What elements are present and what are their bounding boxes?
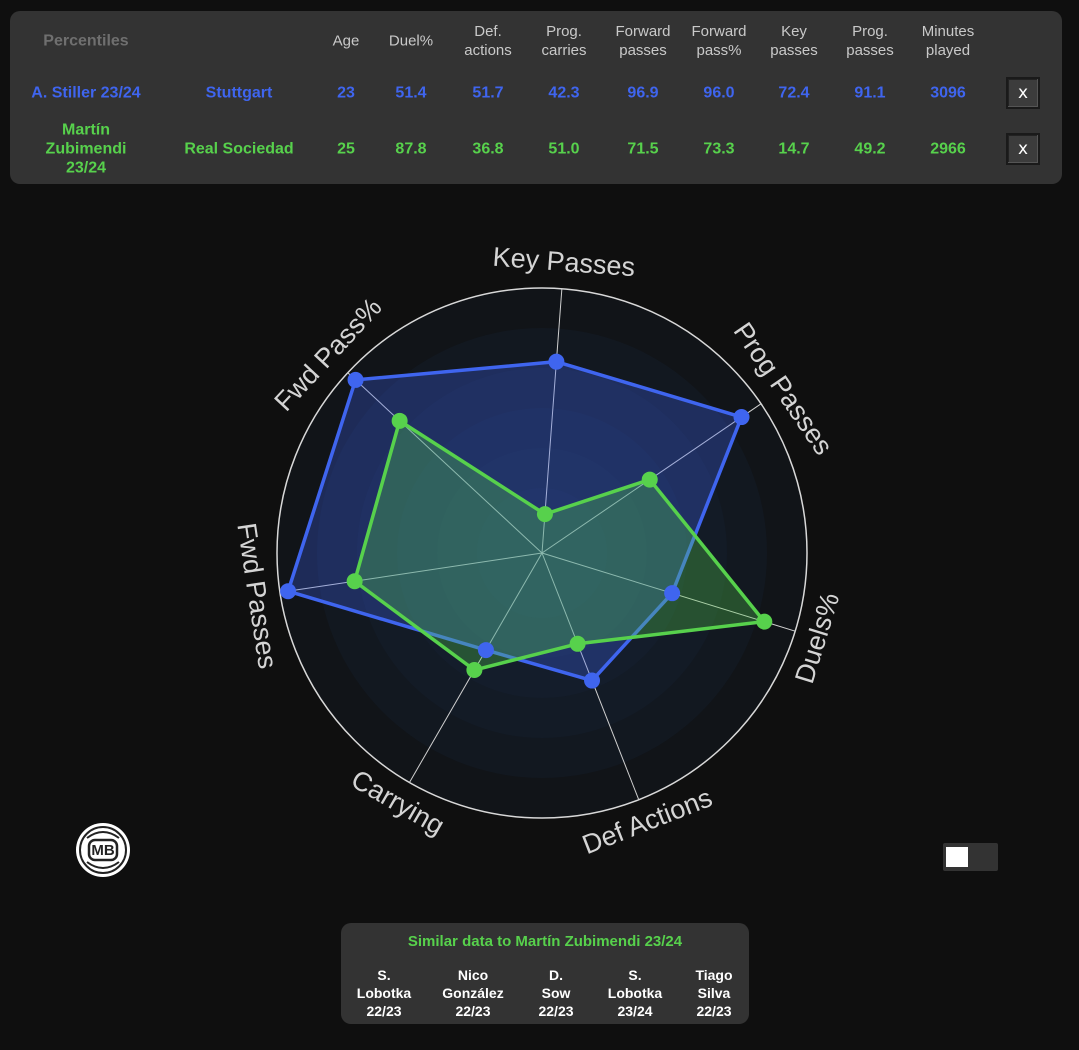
similar-player-item[interactable]: S. Lobotka 23/24: [607, 967, 663, 1019]
row-1-minutes: 3096: [930, 84, 966, 102]
series-2-area: [352, 419, 767, 672]
header-age: Age: [332, 32, 360, 50]
header-forward-passes: Forward passes: [615, 23, 671, 59]
row-1-key-passes: 72.4: [778, 84, 810, 102]
row-2-duel: 87.8: [395, 140, 427, 158]
row-2-fwd-pass-pct: 73.3: [703, 140, 735, 158]
remove-player-button[interactable]: x: [1006, 77, 1040, 109]
axis-label-fwd-passes: Fwd Passes: [231, 521, 283, 671]
row-2-age: 25: [337, 140, 355, 158]
header-def-actions: Def. actions: [464, 23, 512, 59]
series-2-point: [391, 412, 408, 429]
series-2-point: [569, 635, 586, 652]
series-2-point: [536, 506, 553, 523]
header-minutes-played: Minutes played: [921, 23, 975, 59]
series-1-point: [584, 672, 601, 689]
series-2-point: [756, 613, 773, 630]
header-percentiles: Percentiles: [43, 32, 129, 50]
row-1-age: 23: [337, 84, 355, 102]
header-key-passes: Key passes: [770, 23, 818, 59]
radar-spoke: [279, 552, 543, 593]
series-2-point: [466, 662, 483, 679]
row-2-prog-carries: 51.0: [548, 140, 580, 158]
header-prog-passes: Prog. passes: [846, 23, 894, 59]
row-2-team: Real Sociedad: [184, 140, 294, 158]
mb-logo: MB: [76, 823, 130, 877]
similar-player-item[interactable]: D. Sow 22/23: [538, 967, 574, 1019]
row-1-prog-carries: 42.3: [548, 84, 580, 102]
row-2-prog-passes: 49.2: [854, 140, 886, 158]
series-1-point: [733, 409, 750, 426]
axis-label-key-passes: Key Passes: [492, 242, 636, 283]
series-2-point: [346, 573, 363, 590]
series-1-point: [280, 583, 297, 600]
row-2-def-actions: 36.8: [472, 140, 504, 158]
series-2-point: [641, 471, 658, 488]
row-1-fwd-pass-pct: 96.0: [703, 84, 735, 102]
header-prog-carries: Prog. carries: [541, 23, 587, 59]
row-1-player: A. Stiller 23/24: [31, 84, 141, 102]
row-2-minutes: 2966: [930, 140, 966, 158]
row-1-fwd-passes: 96.9: [627, 84, 659, 102]
row-1-team: Stuttgart: [205, 84, 273, 102]
series-1-point: [548, 353, 565, 370]
radar-outer-circle: [276, 287, 808, 819]
logo-text: MB: [91, 842, 114, 859]
row-2-player: Martín Zubimendi 23/24: [45, 121, 127, 177]
row-1-def-actions: 51.7: [472, 84, 504, 102]
series-1-area: [286, 359, 744, 683]
radar-spoke: [347, 372, 543, 554]
row-2-key-passes: 14.7: [778, 140, 810, 158]
row-1-prog-passes: 91.1: [854, 84, 886, 102]
header-duel-pct: Duel%: [388, 32, 434, 50]
similar-title: Similar data to Martín Zubimendi 23/24: [407, 933, 683, 950]
similar-player-item[interactable]: S. Lobotka 22/23: [356, 967, 412, 1019]
series-1-point: [477, 642, 494, 659]
series-1-point: [347, 371, 364, 388]
similar-player-item[interactable]: Nico González 22/23: [442, 967, 504, 1019]
header-forward-pass-pct: Forward pass%: [691, 23, 747, 59]
series-1-point: [664, 585, 681, 602]
similar-players-panel: Similar data to Martín Zubimendi 23/24 S…: [341, 923, 749, 1024]
comparison-table: Percentiles Age Duel% Def. actions Prog. carri…: [10, 11, 1062, 184]
similar-player-item[interactable]: Tiago Silva 22/23: [695, 967, 733, 1019]
row-2-fwd-passes: 71.5: [627, 140, 659, 158]
theme-toggle[interactable]: [943, 843, 998, 871]
row-1-duel: 51.4: [395, 84, 427, 102]
remove-player-button[interactable]: x: [1006, 133, 1040, 165]
toggle-knob[interactable]: [946, 847, 968, 867]
